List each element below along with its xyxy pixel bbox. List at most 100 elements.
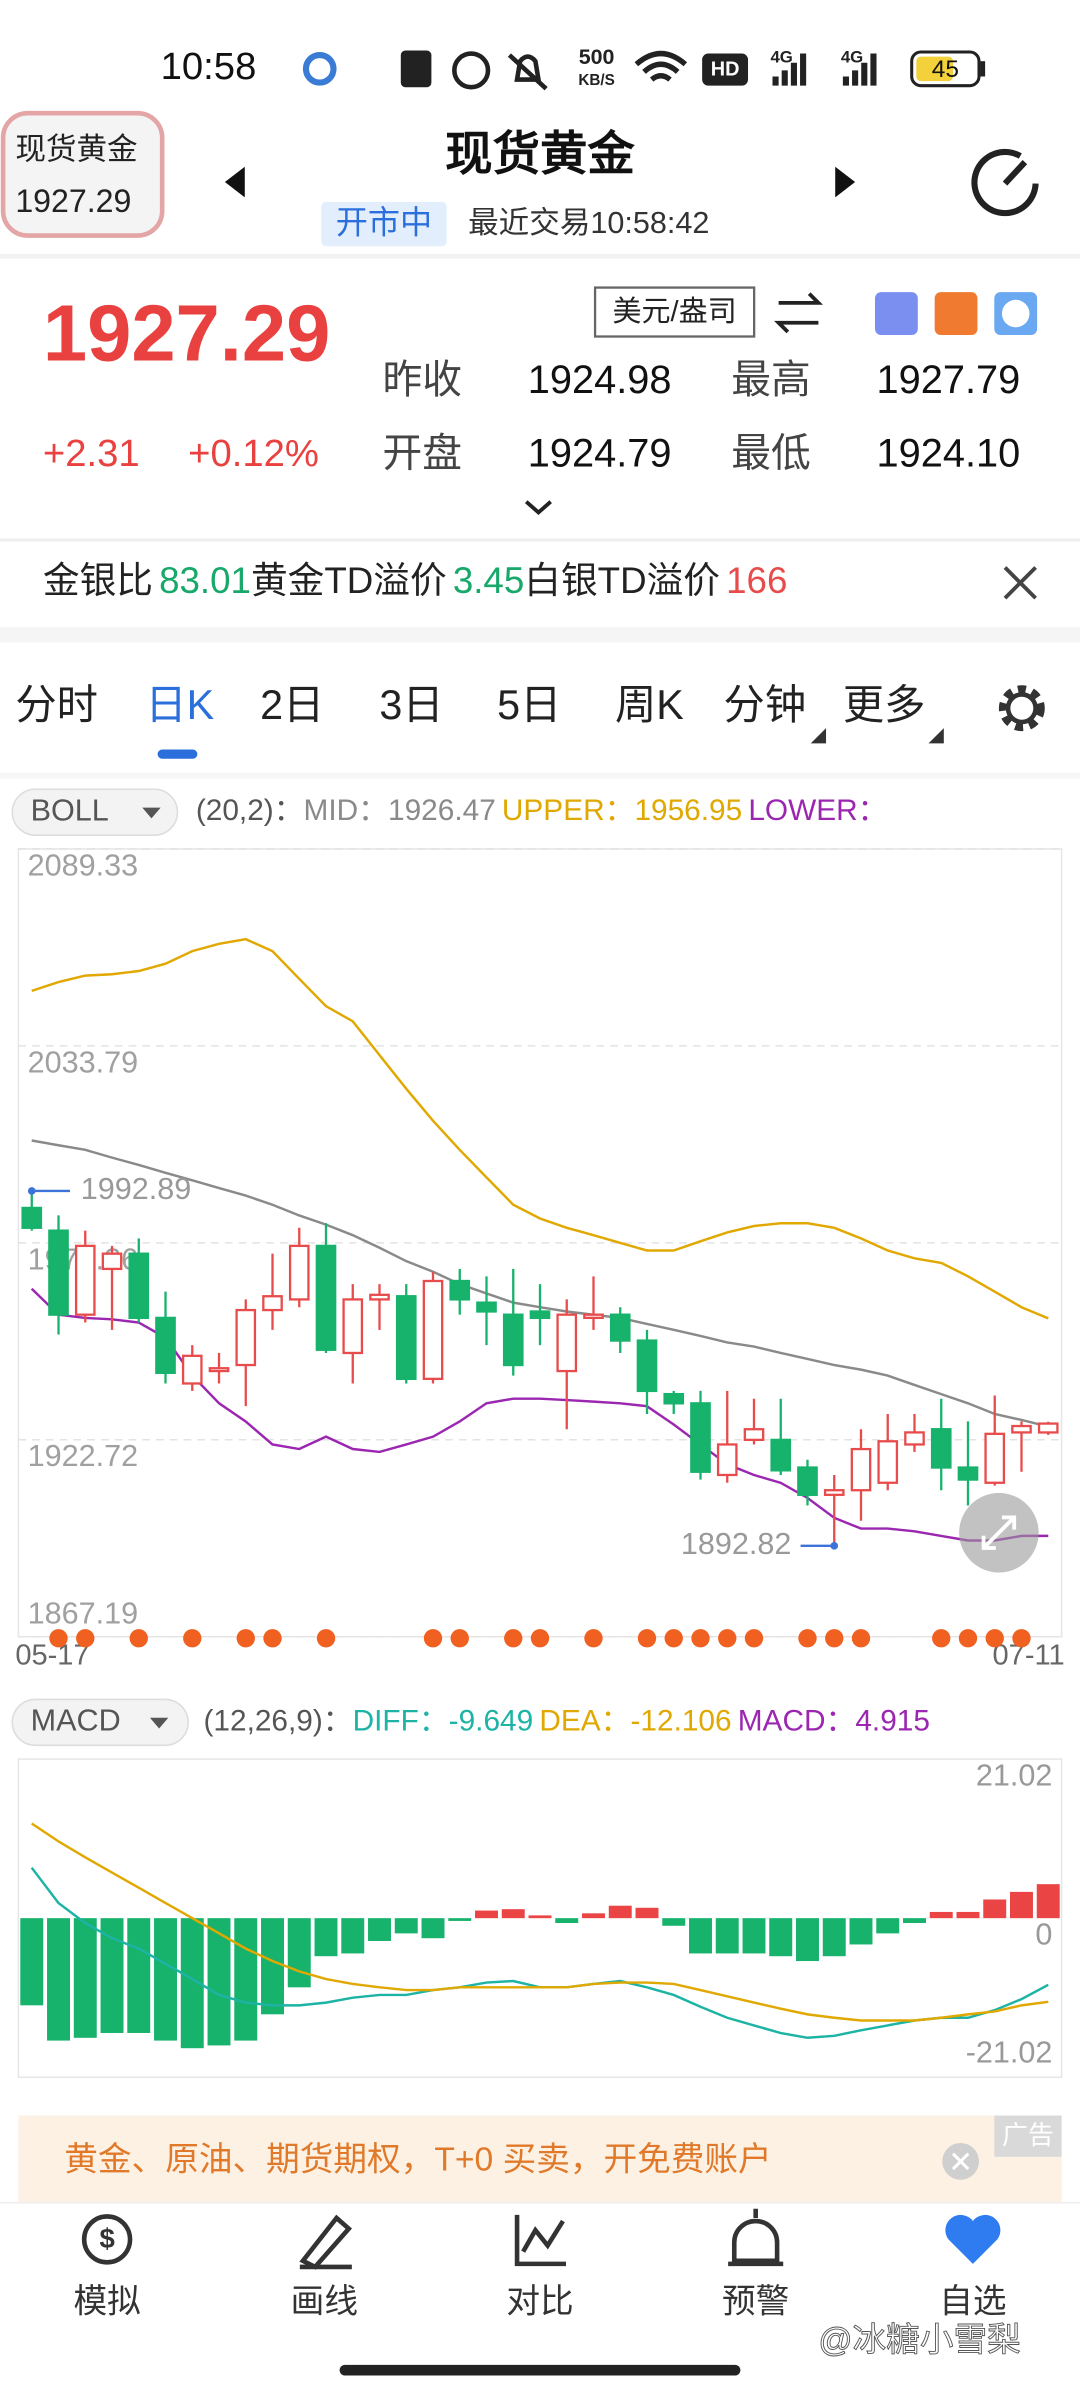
gear-teeth[interactable] <box>998 685 1045 732</box>
gear-body[interactable] <box>1005 692 1038 725</box>
nav-icon[interactable] <box>81 2214 133 2265</box>
nav-label[interactable]: 画线 <box>291 2283 358 2321</box>
candle-body <box>315 1244 337 1351</box>
candle-body <box>128 1252 150 1320</box>
battery-text: 45 <box>932 56 959 83</box>
refresh-button[interactable] <box>971 148 1039 217</box>
legend-value: -9.649 <box>449 1704 534 1737</box>
mute-icon <box>507 53 548 91</box>
divider <box>0 538 1080 542</box>
nav-labels: 模拟 画线 对比 预警 自选 <box>73 2283 1006 2321</box>
page-title: 现货黄金 <box>445 128 635 181</box>
legend: (20,2)：MID：1926.47 UPPER：1956.95 LOWER： <box>196 794 888 827</box>
field-value: 1924.10 <box>877 431 1021 475</box>
ad-banner[interactable] <box>18 2115 1062 2205</box>
legend-name: MID <box>304 794 359 827</box>
candle-body <box>342 1298 364 1355</box>
tab[interactable]: 2日 <box>260 682 324 728</box>
nav-icon[interactable] <box>945 2214 1001 2264</box>
nav-icon[interactable] <box>299 2214 353 2270</box>
indicator-pill[interactable] <box>11 788 179 836</box>
swap-icon[interactable] <box>774 292 824 334</box>
y-tick-label: 21.02 <box>976 1758 1053 1792</box>
dropdown-mark[interactable] <box>149 1717 169 1729</box>
prev-arrow[interactable] <box>224 166 245 198</box>
ad-tag-box <box>994 2115 1062 2157</box>
nav-label[interactable]: 模拟 <box>73 2283 140 2321</box>
indicator-name[interactable]: MACD <box>31 1703 121 1737</box>
nav-label[interactable]: 预警 <box>722 2283 789 2321</box>
legend-sep: ： <box>419 1704 449 1737</box>
candle-body <box>422 1279 444 1381</box>
tab[interactable]: 日K <box>145 682 214 728</box>
candle-body <box>850 1447 872 1492</box>
legend-sep: ： <box>358 794 388 827</box>
period-tabs: 分时 日K 2日 3日 5日 周K 分钟 更多 <box>15 682 925 759</box>
nav-label[interactable]: 对比 <box>506 2283 573 2321</box>
y-tick-label: 0 <box>1035 1918 1052 1952</box>
candle-body <box>743 1428 765 1442</box>
ad-text[interactable]: 黄金、原油、期货期权，T+0 买卖，开免费账户 <box>64 2140 771 2178</box>
tab[interactable]: 3日 <box>379 682 443 728</box>
legend-params: (20,2)： <box>196 794 304 827</box>
refresh-needle[interactable] <box>1002 160 1028 186</box>
last-price: 1927.29 <box>43 289 331 378</box>
unit[interactable]: 美元/盎司 <box>612 295 736 328</box>
dropdown-mark[interactable] <box>142 807 161 819</box>
ratio-bar: 金银比 83.01黄金TD溢价 3.45白银TD溢价 166 <box>43 559 788 600</box>
macd-bar <box>1036 1884 1060 1919</box>
ad-close-x[interactable] <box>951 2152 970 2171</box>
tool-icon-glyph <box>1001 299 1030 328</box>
macd-bar <box>929 1911 953 1919</box>
signal-bars <box>842 53 877 86</box>
tab[interactable]: 更多 <box>843 682 926 728</box>
legend-name: LOWER <box>748 794 857 827</box>
back-button[interactable]: 现货黄金 1927.29 <box>0 110 165 238</box>
signal-dot <box>691 1629 710 1648</box>
candle-body <box>395 1295 417 1381</box>
home-indicator <box>339 2364 741 2376</box>
macd-bar <box>394 1918 418 1934</box>
signal-dot <box>584 1629 603 1648</box>
back-name[interactable]: 现货黄金 <box>15 133 137 167</box>
macd-bar <box>287 1918 311 1988</box>
indicator-pill[interactable] <box>11 1698 189 1747</box>
field-label: 昨收 <box>382 358 462 402</box>
expand-chevron[interactable] <box>524 500 552 515</box>
hd-badge <box>702 53 749 86</box>
macd-bar <box>100 1918 124 2033</box>
fullscreen-arrow[interactable] <box>981 1515 1017 1550</box>
nav-icon[interactable] <box>728 2208 784 2267</box>
tab[interactable]: 分时 <box>15 682 98 728</box>
tab[interactable]: 周K <box>615 682 684 728</box>
nav-icon[interactable] <box>514 2214 567 2267</box>
tool-icon[interactable] <box>934 292 978 335</box>
signal-dot <box>316 1629 336 1648</box>
settings-button[interactable] <box>998 685 1045 732</box>
back-pill[interactable] <box>0 110 165 238</box>
macd-bar <box>849 1918 873 1945</box>
legend-sep: ： <box>605 794 635 827</box>
candle-body <box>48 1229 69 1316</box>
legend-value: 1956.95 <box>634 794 742 827</box>
y-tick-label: 1922.72 <box>28 1439 139 1473</box>
back-price[interactable]: 1927.29 <box>15 183 131 219</box>
tool-icon[interactable] <box>874 292 918 335</box>
next-arrow[interactable] <box>835 166 856 198</box>
unit-box[interactable] <box>593 286 756 338</box>
close-ratio[interactable] <box>1003 566 1037 600</box>
candle-body <box>797 1466 818 1496</box>
tab[interactable]: 分钟 <box>724 682 807 728</box>
macd-bar <box>715 1918 739 1954</box>
signal-bars <box>772 53 807 86</box>
signal-dot <box>958 1629 978 1648</box>
refresh-ring[interactable] <box>971 148 1039 217</box>
tab[interactable]: 5日 <box>497 682 561 728</box>
fullscreen-button[interactable] <box>959 1492 1039 1573</box>
macd-bar <box>341 1918 365 1954</box>
macd-bar <box>180 1918 204 2049</box>
indicator-name[interactable]: BOLL <box>31 793 109 827</box>
nav-label[interactable]: 自选 <box>939 2283 1006 2321</box>
divider <box>0 627 1080 643</box>
y-tick-label: 2033.79 <box>28 1045 139 1079</box>
